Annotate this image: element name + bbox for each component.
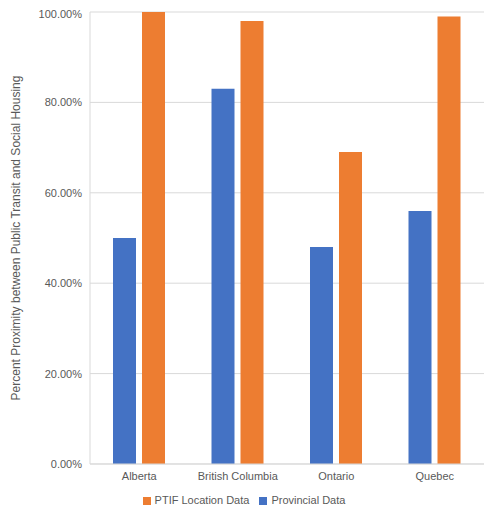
svg-text:100.00%: 100.00% (39, 8, 83, 20)
svg-text:British Columbia: British Columbia (198, 470, 279, 482)
svg-text:Alberta: Alberta (122, 470, 158, 482)
html-text:PTIF Location Data: PTIF Location Data (154, 494, 250, 506)
html-text:Provincial Data: Provincial Data (271, 494, 346, 506)
svg-text:80.00%: 80.00% (45, 96, 83, 108)
svg-text:Ontario: Ontario (318, 470, 354, 482)
svg-text:40.00%: 40.00% (45, 277, 83, 289)
svg-text:Quebec: Quebec (415, 470, 454, 482)
svg-text:0.00%: 0.00% (51, 458, 82, 470)
svg-text:Percent Proximity between Publ: Percent Proximity between Public Transit… (9, 76, 23, 401)
svg-text:20.00%: 20.00% (45, 368, 83, 380)
svg-text:60.00%: 60.00% (45, 187, 83, 199)
